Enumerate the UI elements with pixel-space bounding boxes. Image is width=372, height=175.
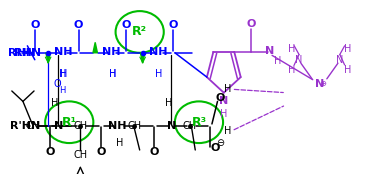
Text: CH: CH bbox=[127, 121, 141, 131]
Text: N: N bbox=[219, 96, 228, 106]
Text: R'HN: R'HN bbox=[10, 121, 40, 131]
Text: RHN: RHN bbox=[14, 48, 41, 58]
Text: NH: NH bbox=[149, 47, 167, 57]
Text: O: O bbox=[121, 20, 131, 30]
Text: H: H bbox=[220, 108, 228, 118]
Text: O: O bbox=[54, 79, 61, 89]
Text: CH: CH bbox=[73, 121, 87, 131]
Text: O: O bbox=[150, 147, 159, 157]
Text: H: H bbox=[288, 65, 295, 75]
Text: R¹: R¹ bbox=[62, 116, 77, 129]
Text: O: O bbox=[211, 143, 220, 153]
Text: O: O bbox=[31, 20, 40, 30]
Text: O: O bbox=[96, 147, 105, 157]
Polygon shape bbox=[46, 53, 50, 63]
Text: H: H bbox=[60, 69, 68, 79]
Text: O: O bbox=[45, 147, 55, 157]
Text: RHN: RHN bbox=[8, 48, 35, 58]
Text: H: H bbox=[154, 69, 162, 79]
Text: N: N bbox=[54, 121, 63, 131]
Text: H: H bbox=[116, 138, 123, 148]
Text: N: N bbox=[315, 79, 324, 89]
Text: ⊖: ⊖ bbox=[217, 138, 225, 148]
Text: CH: CH bbox=[73, 150, 87, 160]
Text: H: H bbox=[51, 98, 59, 108]
Text: H: H bbox=[343, 44, 351, 54]
Text: H: H bbox=[343, 65, 351, 75]
Text: CH: CH bbox=[183, 121, 197, 131]
Text: N: N bbox=[167, 121, 176, 131]
Text: H: H bbox=[109, 69, 116, 79]
Text: O: O bbox=[216, 93, 225, 103]
Text: H: H bbox=[109, 69, 116, 79]
Text: O: O bbox=[246, 19, 256, 29]
Text: R³: R³ bbox=[192, 116, 206, 129]
Text: H: H bbox=[164, 98, 172, 108]
Polygon shape bbox=[93, 42, 97, 53]
Text: R²: R² bbox=[132, 25, 147, 38]
Text: N: N bbox=[295, 55, 303, 65]
Text: NH: NH bbox=[102, 47, 121, 57]
Text: O: O bbox=[74, 20, 83, 30]
Text: NH: NH bbox=[108, 121, 127, 131]
Text: CH: CH bbox=[26, 121, 40, 131]
Text: N: N bbox=[265, 46, 274, 56]
Text: ⊕: ⊕ bbox=[319, 79, 326, 88]
Text: H: H bbox=[59, 69, 67, 79]
Text: H: H bbox=[224, 126, 231, 136]
Text: NH: NH bbox=[54, 47, 72, 57]
Polygon shape bbox=[140, 53, 145, 63]
Text: H: H bbox=[288, 44, 295, 54]
Text: H: H bbox=[59, 86, 65, 96]
Text: N: N bbox=[336, 55, 343, 65]
Text: O: O bbox=[169, 20, 178, 30]
Text: H: H bbox=[274, 55, 282, 66]
Text: H: H bbox=[224, 84, 231, 94]
